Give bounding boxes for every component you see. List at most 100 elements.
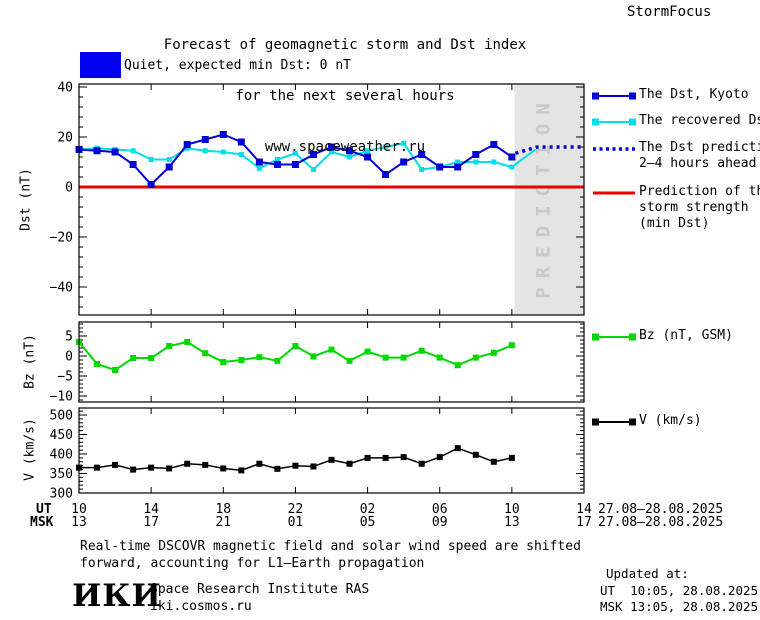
dst-ytick-label: −40 (50, 281, 73, 296)
series-marker (112, 461, 119, 468)
series-marker (400, 454, 407, 461)
iki-logo: ИКИ (72, 578, 162, 614)
series-marker (401, 140, 407, 146)
series-marker (147, 181, 155, 188)
series-marker (256, 354, 263, 361)
bz-ytick-label: 0 (65, 350, 73, 365)
series-marker (310, 463, 317, 470)
series-marker (508, 454, 515, 461)
series-marker (148, 157, 154, 162)
title-line-1: Forecast of geomagnetic storm and Dst in… (163, 37, 527, 53)
series-marker (256, 165, 262, 171)
series-marker (255, 158, 263, 166)
x-tick-label: 10 (504, 502, 520, 517)
recovered-dst-line-icon (592, 116, 636, 132)
series-marker (219, 131, 227, 138)
x-tick-label: 10 (71, 502, 87, 517)
page-title: Forecast of geomagnetic storm and Dst in… (0, 3, 690, 173)
series-marker (454, 163, 462, 171)
series-marker (364, 153, 372, 161)
series-marker (220, 149, 226, 155)
series-marker (273, 161, 281, 168)
series-marker (400, 158, 408, 166)
series-marker (201, 136, 209, 143)
series-marker (292, 462, 299, 469)
series-marker (292, 343, 299, 349)
series-marker (455, 159, 461, 165)
series-marker (310, 167, 316, 172)
series-marker (220, 359, 227, 365)
x-tick-label: 14 (576, 502, 592, 517)
bz-ytick-label: −10 (50, 390, 73, 405)
series-marker (238, 357, 245, 363)
storm-level-color-box (80, 52, 121, 78)
series-marker (94, 361, 101, 367)
series-line (514, 145, 584, 155)
dst-ytick-label: −20 (50, 231, 73, 246)
ut-date-range: 27.08–28.08.2025 (598, 502, 724, 517)
series-line (78, 142, 536, 171)
series-marker (418, 460, 425, 467)
org-url: iki.cosmos.ru (150, 599, 252, 614)
v-ytick-label: 300 (50, 487, 73, 502)
series-marker (436, 454, 443, 461)
updated-ut: UT 10:05, 28.08.2025 (600, 583, 759, 598)
series-marker (184, 460, 191, 467)
series-marker (274, 357, 281, 364)
bz-line-icon (592, 331, 636, 347)
series-marker (291, 161, 299, 168)
bz-ytick-label: 5 (65, 330, 73, 345)
x-tick-label: 02 (359, 502, 376, 517)
series-marker (454, 362, 461, 369)
v-ticks (78, 408, 585, 494)
series-marker (346, 460, 353, 467)
v-ytick-label: 500 (50, 409, 73, 424)
series-marker (184, 145, 190, 151)
dst-ytick-label: 0 (65, 181, 73, 196)
legend-recovered-dst: The recovered Dst (592, 113, 760, 132)
brand-label: StormFocus (627, 4, 712, 20)
x-tick-label: 13 (504, 515, 520, 530)
series-marker (472, 151, 480, 158)
series-marker (184, 339, 191, 345)
title-line-3: www.spaceweather.ru (264, 139, 426, 155)
series-marker (112, 367, 119, 373)
x-tick-label: 17 (576, 515, 592, 530)
series-marker (202, 148, 208, 154)
series-marker (328, 143, 335, 151)
series-marker (346, 357, 353, 364)
series-marker (237, 138, 245, 146)
x-tick-label: 22 (287, 502, 304, 517)
series-marker (292, 150, 298, 156)
legend-storm-strength: Prediction of the storm strength (min Dst) (592, 184, 760, 232)
series-marker (166, 157, 172, 162)
x-tick-label: 14 (143, 502, 159, 517)
series-marker (382, 454, 389, 461)
bz-plot-border (78, 321, 585, 403)
series-marker (346, 147, 354, 155)
series-marker (130, 148, 136, 154)
series-marker (238, 467, 245, 474)
series-marker (94, 464, 101, 471)
v-line-icon (592, 416, 636, 432)
legend-dst-prediction: The Dst prediction2–4 hours ahead (592, 140, 760, 172)
series-marker (364, 454, 371, 461)
dotted-line-icon (592, 143, 636, 172)
series-marker (472, 354, 479, 361)
legend-dst-prediction-label: The Dst prediction2–4 hours ahead (639, 140, 760, 171)
msk-axis-label: MSK (30, 515, 54, 530)
series-marker (274, 157, 280, 162)
msk-date-range: 27.08–28.08.2025 (598, 515, 724, 530)
series-marker (491, 159, 497, 165)
series-marker (93, 147, 101, 155)
updated-at-label: Updated at: (606, 566, 689, 581)
series-marker (310, 353, 317, 360)
series-marker (130, 466, 137, 473)
series-marker (238, 152, 244, 157)
v-axis-title: V (km/s) (22, 418, 38, 481)
series-marker (329, 149, 334, 155)
series-marker (472, 451, 479, 458)
series-marker (382, 171, 390, 178)
series-marker (365, 148, 371, 154)
